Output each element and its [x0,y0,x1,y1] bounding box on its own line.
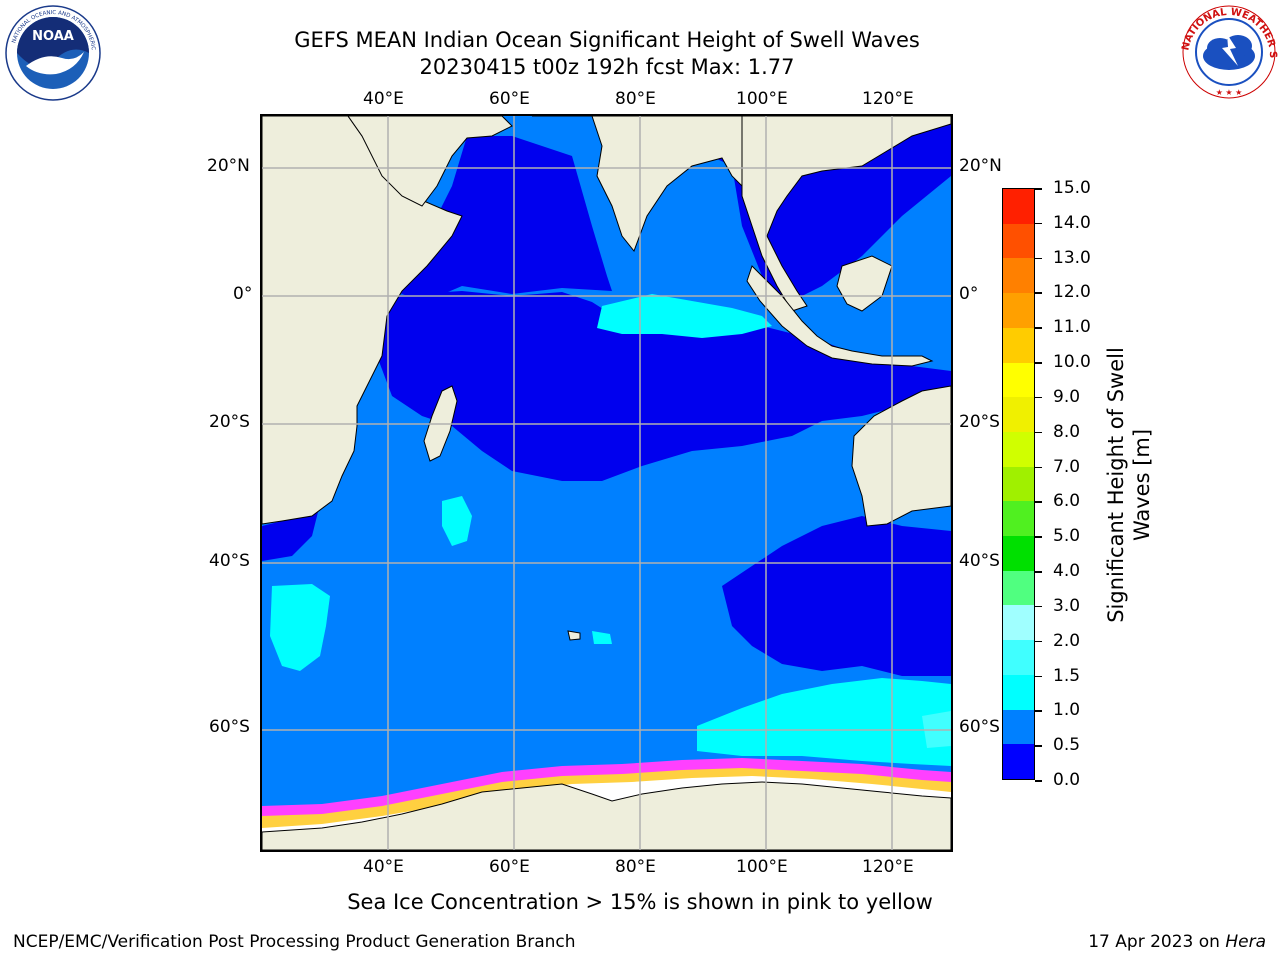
colorbar-tick-mark [1035,257,1042,260]
colorbar-segment [1003,431,1034,467]
colorbar-segment [1003,293,1034,328]
lat-label-left: 20°N [207,156,250,176]
colorbar-tick-label: 0.0 [1053,770,1081,790]
lat-label-right: 40°S [959,551,1000,571]
colorbar-segment [1003,501,1034,537]
colorbar-tick-mark [1035,466,1042,469]
colorbar-tick-mark [1035,396,1042,399]
colorbar-tick-label: 9.0 [1053,386,1081,407]
lon-label-bottom: 100°E [736,857,788,877]
colorbar-tick-label: 2.0 [1053,630,1081,651]
lat-label-left: 40°S [209,551,250,571]
lon-label-bottom: 60°E [489,857,530,877]
lon-label-top: 120°E [862,89,914,109]
lat-label-left: 0° [233,284,253,304]
colorbar-tick-label: 6.0 [1053,491,1081,512]
lat-label-right: 20°N [959,156,1002,176]
colorbar-segment [1003,744,1034,779]
colorbar-segment [1003,189,1034,224]
colorbar-tick-mark [1035,431,1042,434]
swell-height-map [262,116,951,850]
lon-label-bottom: 80°E [615,857,656,877]
colorbar-tick-label: 11.0 [1053,317,1091,338]
colorbar-tick-mark [1035,745,1042,747]
noaa-logo-text: NOAA [32,29,74,44]
colorbar-segment [1003,709,1034,745]
map-panel [260,114,953,852]
landmasses [262,116,951,850]
lon-label-top: 40°E [363,89,404,109]
colorbar-tick-mark [1035,536,1042,538]
chart-title: GEFS MEAN Indian Ocean Significant Heigh… [294,28,920,52]
colorbar-segment [1003,674,1034,710]
footer-credit: NCEP/EMC/Verification Post Processing Pr… [13,932,576,952]
footer-date-text: 17 Apr 2023 on [1088,932,1220,952]
noaa-logo: NOAA NATIONAL OCEANIC AND ATMOSPHERIC AD… [4,4,101,101]
colorbar [1002,188,1035,780]
colorbar-tick-mark [1035,362,1042,364]
colorbar-tick-mark [1035,675,1042,678]
colorbar-tick-label: 12.0 [1053,282,1091,303]
colorbar-segment [1003,466,1034,502]
colorbar-tick-mark [1035,292,1042,294]
colorbar-segment [1003,570,1034,606]
colorbar-segment [1003,362,1034,398]
colorbar-tick-label: 5.0 [1053,526,1081,547]
colorbar-tick-label: 7.0 [1053,456,1081,477]
colorbar-tick-label: 1.0 [1053,700,1081,721]
colorbar-tick-mark [1035,640,1042,643]
lat-label-right: 60°S [959,717,1000,737]
colorbar-segment [1003,536,1034,571]
colorbar-tick-label: 13.0 [1053,247,1091,268]
colorbar-tick-mark [1035,571,1042,573]
svg-text:★ ★ ★: ★ ★ ★ [1216,88,1243,97]
colorbar-tick-mark [1035,780,1042,782]
sea-ice-note: Sea Ice Concentration > 15% is shown in … [347,890,933,914]
colorbar-tick-mark [1035,188,1042,190]
lon-label-top: 100°E [736,89,788,109]
colorbar-label: Significant Height of Swell Waves [m] [1103,347,1155,623]
lat-label-right: 0° [959,284,979,304]
lon-label-top: 80°E [615,89,656,109]
colorbar-label-line2: Waves [m] [1130,428,1154,542]
colorbar-segment [1003,397,1034,432]
lon-label-bottom: 120°E [862,857,914,877]
colorbar-tick-mark [1035,222,1042,225]
colorbar-tick-label: 8.0 [1053,421,1081,442]
colorbar-tick-label: 0.5 [1053,735,1081,756]
colorbar-tick-mark [1035,501,1042,503]
colorbar-tick-label: 10.0 [1053,352,1091,373]
colorbar-label-line1: Significant Height of Swell [1104,347,1128,623]
lon-label-top: 60°E [489,89,530,109]
lon-label-bottom: 40°E [363,857,404,877]
footer-date: 17 Apr 2023 on Hera [1088,932,1266,952]
chart-run-info: 20230415 t00z 192h fcst Max: 1.77 [419,55,795,79]
footer-machine: Hera [1225,932,1266,952]
colorbar-segment [1003,605,1034,641]
colorbar-tick-label: 15.0 [1053,178,1091,198]
nws-logo: NATIONAL WEATHER SERVICE ★ ★ ★ [1180,4,1278,99]
lat-label-left: 20°S [209,412,250,432]
lat-label-right: 20°S [959,412,1000,432]
colorbar-tick-label: 3.0 [1053,595,1081,616]
colorbar-tick-mark [1035,327,1042,329]
lat-label-left: 60°S [209,717,250,737]
colorbar-segment [1003,327,1034,363]
colorbar-tick-mark [1035,710,1042,712]
colorbar-tick-label: 14.0 [1053,212,1091,233]
colorbar-segment [1003,640,1034,675]
colorbar-segment [1003,258,1034,294]
colorbar-tick-label: 4.0 [1053,561,1081,582]
colorbar-tick-mark [1035,605,1042,608]
colorbar-tick-label: 1.5 [1053,665,1081,686]
colorbar-segment [1003,223,1034,259]
graticule [262,116,951,850]
